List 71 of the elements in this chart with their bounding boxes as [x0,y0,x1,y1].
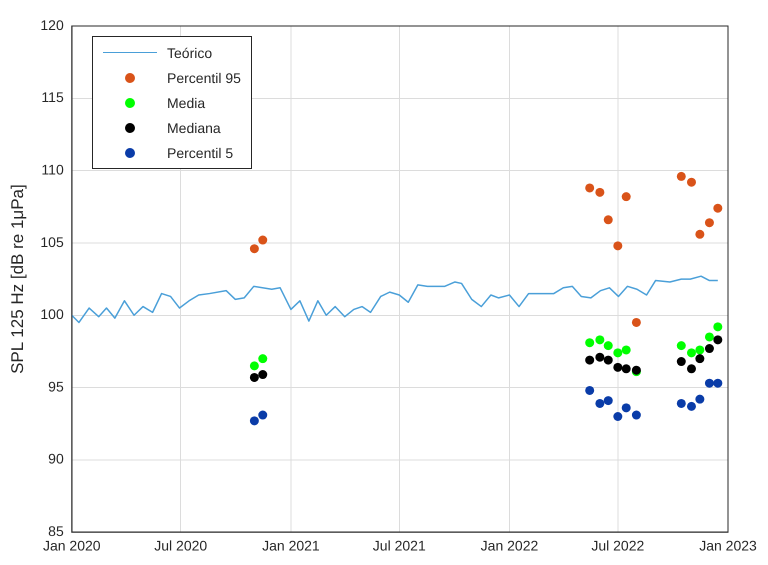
point [613,348,622,358]
y-axis-title: SPL 125 Hz [dB re 1μPa] [8,184,27,374]
y-tick-label: 110 [41,161,64,178]
x-tick-label: Jan 2022 [480,537,538,554]
y-tick-label: 100 [40,306,64,322]
legend-label: Percentil 5 [167,144,234,160]
point [604,215,613,224]
point [622,192,631,202]
y-tick-label: 90 [48,450,64,467]
point [713,322,722,332]
legend-label: Teórico [167,44,212,60]
legend-label: Media [167,94,206,110]
point [676,357,686,366]
point [613,362,622,372]
point [632,410,641,420]
point [622,364,631,374]
point [585,356,594,365]
point [704,378,714,388]
y-tick-label: 95 [48,378,64,394]
point [704,344,714,354]
point [704,218,714,228]
point [676,398,686,408]
point [676,172,686,181]
point [695,354,704,364]
point [622,345,631,354]
x-tick-label: Jul 2020 [154,537,208,554]
y-tick-label: 105 [40,234,64,250]
point [258,354,268,364]
point [258,236,268,245]
point [585,183,594,192]
point [258,370,268,380]
point [686,364,696,374]
point [613,241,622,250]
point [604,356,613,365]
point [695,345,704,354]
point [713,204,722,213]
x-tick-label: Jan 2023 [699,537,758,554]
legend-label: Mediana [167,120,221,136]
point [585,338,594,348]
point [622,403,631,412]
point [250,361,259,370]
point [613,412,622,421]
y-tick-label: 85 [48,523,64,540]
point [686,348,696,358]
point [686,178,696,187]
x-tick-label: Jul 2021 [372,537,426,554]
point [250,244,259,254]
y-tick-label: 120 [40,16,64,33]
point [632,318,641,327]
point [595,188,604,197]
point [250,372,259,382]
point [595,352,604,362]
point [676,341,686,350]
legend-label: Percentil 95 [167,70,241,86]
point [713,335,722,344]
x-tick-label: Jul 2022 [591,537,645,554]
point [585,386,594,395]
point [258,410,268,420]
point [604,396,613,406]
point [713,378,722,388]
point [595,335,604,344]
x-tick-label: Jan 2021 [262,537,320,554]
point [695,230,704,239]
point [695,394,704,404]
point [250,416,259,426]
point [595,398,604,408]
point [686,402,696,411]
y-tick-label: 115 [41,89,64,106]
point [604,341,613,350]
x-tick-label: Jan 2020 [42,537,101,554]
point [704,332,714,342]
